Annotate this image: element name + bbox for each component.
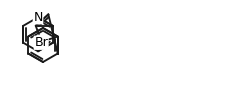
- Text: Br: Br: [34, 36, 48, 49]
- Text: N: N: [33, 11, 43, 24]
- Text: S: S: [38, 35, 46, 48]
